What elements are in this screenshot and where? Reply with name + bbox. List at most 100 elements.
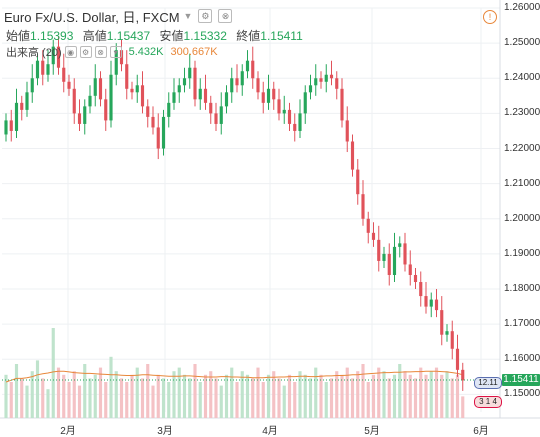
candle-body: [345, 120, 349, 142]
y-tick-label: 1.26000: [504, 2, 540, 13]
candle-body: [461, 369, 465, 381]
volume-bar: [188, 378, 192, 418]
chevron-down-icon[interactable]: ▼: [183, 11, 193, 21]
candle-body: [235, 78, 239, 86]
candle-body: [413, 274, 418, 283]
candle-body: [324, 74, 328, 82]
volume-bar: [319, 374, 323, 418]
candle-body: [151, 116, 155, 128]
candle-body: [387, 253, 391, 275]
volume-bar: [303, 374, 307, 418]
symbol-title[interactable]: Euro Fx/U.S. Dollar, 日, FXCM: [4, 9, 180, 25]
candle-body: [125, 64, 129, 89]
more-icon[interactable]: ▾: [109, 46, 122, 58]
volume-bar: [256, 367, 260, 418]
volume-bar: [455, 374, 460, 418]
candle-body: [193, 67, 197, 100]
candle-body: [403, 243, 407, 265]
volume-bar: [408, 374, 412, 418]
volume-bar: [277, 378, 281, 418]
volume-bar: [224, 374, 229, 418]
volume-bar: [350, 378, 355, 418]
candle-body: [408, 264, 412, 275]
candle-body: [182, 78, 187, 86]
y-tick-label: 1.16000: [504, 353, 540, 365]
candle-body: [14, 102, 19, 131]
candle-body: [109, 74, 113, 121]
candle-body: [314, 78, 318, 86]
y-tick-label: 1.22000: [504, 142, 540, 154]
high-label: 高値: [82, 29, 107, 43]
eye-icon[interactable]: ◉: [64, 46, 77, 58]
volume-bar: [235, 382, 239, 418]
candle-body: [382, 253, 386, 261]
volume-bar: [151, 385, 155, 418]
candle-body: [392, 246, 397, 275]
close-label: 終値: [236, 29, 261, 43]
volume-bar: [361, 364, 365, 418]
close-icon[interactable]: ⊗: [94, 46, 107, 58]
candle-body: [41, 60, 45, 75]
y-tick-label: 1.18000: [504, 283, 540, 295]
volume-ma-line: [5, 370, 463, 383]
candle-body: [62, 67, 66, 82]
open-value: 1.15393: [30, 29, 74, 43]
candle-body: [72, 88, 76, 114]
candle-body: [245, 60, 250, 72]
candle-body: [25, 92, 29, 110]
candle-body: [277, 99, 281, 114]
volume-bar: [245, 374, 250, 418]
candle-body: [30, 78, 34, 93]
y-tick-label: 1.21000: [504, 177, 540, 189]
candle-body: [130, 88, 134, 93]
candle-body: [4, 120, 8, 135]
candle-body: [214, 113, 218, 124]
volume-bar: [308, 378, 313, 418]
ohlc-readout: 始値1.15393 高値1.15437 安値1.15332 終値1.15411: [6, 27, 309, 44]
volume-bar: [445, 371, 449, 418]
volume-bar: [9, 382, 13, 418]
alert-icon[interactable]: !: [483, 10, 497, 24]
y-tick-label: 1.17000: [504, 318, 540, 330]
marker-tag-1[interactable]: 12.11: [474, 377, 502, 389]
volume-bar: [266, 374, 271, 418]
volume-bar: [51, 328, 55, 418]
volume-bar: [146, 364, 150, 418]
candle-body: [219, 106, 223, 124]
candle-body: [77, 113, 82, 124]
candle-body: [209, 102, 213, 114]
settings-icon[interactable]: ⚙: [79, 46, 92, 58]
volume-bar: [413, 378, 418, 418]
close-icon[interactable]: ⊗: [218, 9, 233, 23]
marker-tag-2[interactable]: 3 1 4: [474, 396, 502, 408]
candle-body: [83, 106, 87, 124]
candle-body: [261, 92, 265, 103]
volume-bar: [41, 378, 45, 418]
candle-body: [293, 123, 297, 131]
candle-body: [161, 116, 166, 149]
volume-bar: [119, 378, 124, 418]
candle-body: [35, 60, 40, 79]
candle-body: [224, 92, 229, 107]
volume-bar: [398, 364, 402, 418]
volume-bar: [356, 371, 360, 418]
candle-body: [287, 109, 292, 124]
volume-label[interactable]: 出来高 (20): [6, 47, 62, 59]
volume-bar: [182, 374, 187, 418]
volume-bar: [272, 371, 276, 418]
candle-body: [114, 50, 118, 75]
candle-body: [230, 78, 234, 93]
candle-body: [356, 169, 360, 195]
candle-body: [303, 92, 307, 114]
volume-bar: [371, 374, 376, 418]
volume-bar: [62, 374, 66, 418]
volume-bar: [83, 364, 87, 418]
volume-bar: [109, 356, 113, 418]
candle-body: [51, 46, 55, 65]
settings-icon[interactable]: ⚙: [198, 9, 213, 23]
close-value: 1.15411: [260, 29, 303, 43]
volume-bar: [377, 367, 381, 418]
volume-bar: [440, 374, 444, 418]
open-label: 始値: [6, 29, 31, 43]
